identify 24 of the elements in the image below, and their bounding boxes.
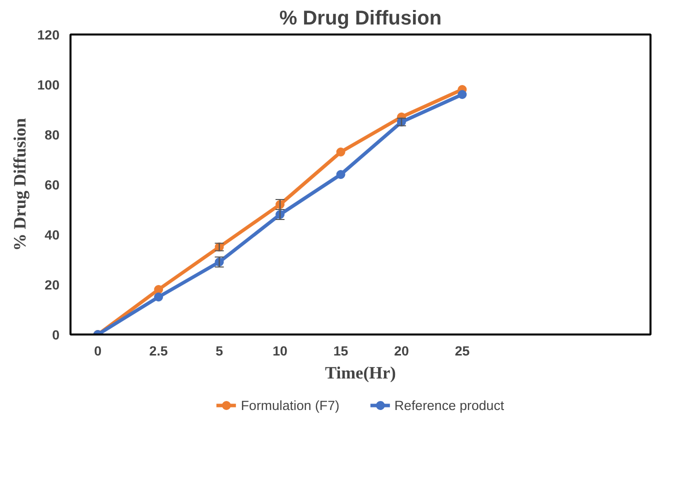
y-tick-label: 40	[44, 228, 60, 242]
y-tick-label: 0	[52, 328, 60, 342]
point	[154, 285, 164, 294]
x-tick-label: 5	[216, 344, 224, 358]
x-tick-label: 25	[454, 344, 470, 358]
y-tick-label: 120	[37, 28, 60, 42]
legend-label: Formulation (F7)	[240, 398, 340, 412]
y-tick-label: 80	[44, 128, 60, 142]
y-axis-title: % Drug Diffusion	[10, 118, 30, 251]
point	[336, 170, 346, 179]
point	[154, 292, 164, 302]
x-tick-label: 10	[272, 344, 288, 358]
x-axis-title: Time(Hr)	[325, 364, 396, 382]
y-tick-label: 100	[37, 78, 60, 92]
point	[336, 148, 346, 156]
chart-title: % Drug Diffusion	[279, 8, 442, 30]
x-tick-label: 2.5	[149, 344, 168, 358]
point	[458, 90, 467, 99]
y-tick-label: 60	[44, 178, 60, 192]
x-tick-label: 0	[94, 344, 102, 358]
legend-label: Reference product	[394, 398, 504, 412]
y-tick-label: 20	[44, 278, 60, 292]
x-tick-label: 15	[333, 344, 349, 358]
x-tick-label: 20	[394, 344, 409, 358]
